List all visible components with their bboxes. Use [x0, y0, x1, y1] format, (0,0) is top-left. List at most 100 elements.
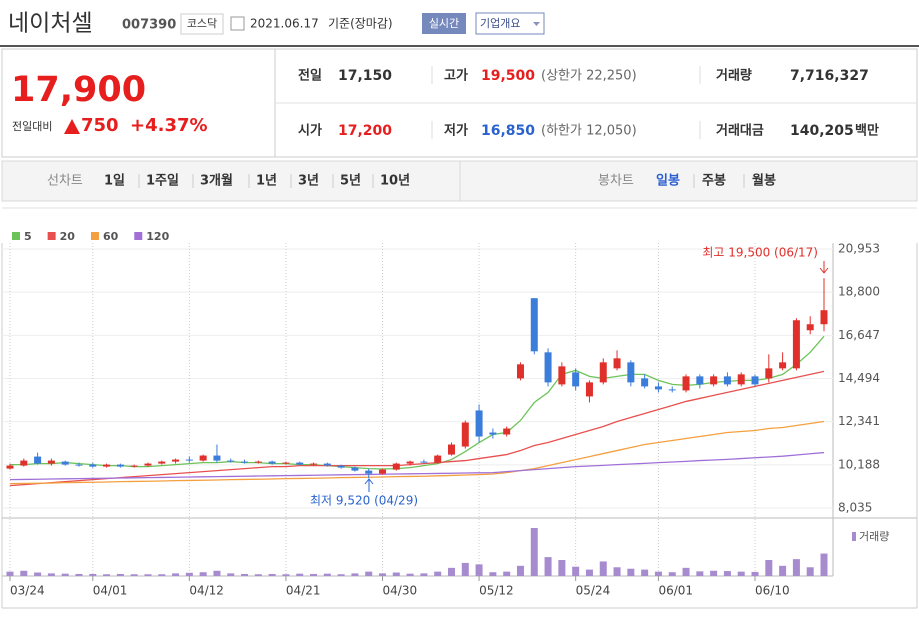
volume-bar — [820, 553, 828, 576]
market-badge — [180, 13, 224, 35]
volume-bar — [765, 560, 773, 576]
change: 750 — [81, 115, 119, 136]
volume-bar — [461, 562, 469, 576]
volume-bar — [213, 570, 221, 576]
volume-bar — [379, 573, 387, 576]
volume-bar — [475, 564, 483, 576]
period-tab[interactable]: 5년 — [340, 174, 361, 189]
candle-body — [613, 358, 621, 369]
candle-body — [34, 456, 42, 464]
stat-note: (하한가 12,050) — [541, 124, 637, 139]
period-tab[interactable]: 1주일 — [146, 174, 179, 189]
candle-body — [779, 362, 787, 369]
volume-bar — [103, 574, 111, 576]
candle-body — [544, 352, 552, 383]
ma-line — [9, 420, 825, 485]
volume-bar — [365, 571, 373, 576]
stat-value: 17,200 — [338, 123, 392, 139]
legend-swatch — [134, 232, 143, 240]
volume-bar — [627, 568, 635, 576]
volume-bar — [682, 567, 690, 576]
y-tick-label: 20,953 — [838, 242, 880, 256]
change-label: 전일대비 — [12, 119, 52, 133]
volume-bar — [613, 567, 621, 576]
volume-bar — [20, 570, 28, 576]
candle-body — [351, 467, 359, 471]
period-tab[interactable]: 3년 — [298, 174, 319, 189]
candle-body — [599, 362, 607, 383]
period-tab[interactable]: 3개월 — [200, 173, 233, 189]
volume-bar — [516, 565, 524, 576]
stat-label: 거래대금 — [716, 124, 764, 139]
price: 17,900 — [11, 70, 146, 110]
candle-body — [489, 432, 497, 435]
candle-body — [503, 428, 511, 435]
y-tick-label: 18,800 — [838, 285, 880, 299]
candle-body — [47, 460, 55, 464]
overview-button[interactable] — [475, 12, 545, 35]
x-tick-label: 03/24 — [10, 584, 45, 598]
candle-body — [461, 422, 469, 447]
candle-tab[interactable]: 주봉 — [702, 174, 726, 189]
candle-body — [296, 462, 304, 465]
period-tab[interactable]: 10년 — [380, 174, 410, 189]
volume-bar — [323, 573, 331, 576]
dropdown-arrow — [533, 22, 540, 26]
volume-bar — [227, 573, 235, 576]
y-tick-label: 16,647 — [838, 328, 880, 342]
volume-bar — [710, 570, 718, 576]
stat-note: (상한가 22,250) — [541, 69, 637, 84]
up-triangle — [64, 119, 80, 134]
volume-bar — [310, 573, 318, 576]
volume-bar — [6, 571, 14, 576]
candle-body — [241, 461, 249, 463]
x-tick-label: 04/21 — [286, 584, 321, 598]
candle-body — [268, 461, 276, 464]
candle-body — [158, 461, 166, 464]
candle-body — [6, 465, 14, 469]
volume-bar — [47, 573, 55, 576]
basis: 기준(장마감) — [328, 17, 393, 31]
volume-bar — [641, 569, 649, 576]
candle-body — [392, 463, 400, 470]
tab-group-label: 봉차트 — [598, 174, 634, 189]
volume-bar — [585, 569, 593, 576]
candle-body — [310, 463, 318, 465]
ma-line — [9, 451, 825, 481]
volume-bar — [737, 571, 745, 576]
volume-bar — [172, 573, 180, 576]
stat-label: 고가 — [444, 69, 468, 84]
market: 코스닥 — [187, 17, 217, 30]
volume-bar — [337, 574, 345, 576]
volume-bar — [779, 565, 787, 576]
stat-value: 7,716,327 — [790, 68, 869, 84]
realtime[interactable]: 실시간 — [429, 17, 459, 30]
volume-bar — [696, 571, 704, 576]
volume-bar — [158, 574, 166, 576]
volume-bar — [268, 573, 276, 576]
stat-unit: 백만 — [855, 123, 879, 139]
candle-body — [420, 461, 428, 463]
candle-body — [710, 376, 718, 385]
period-tab[interactable]: 1년 — [256, 174, 277, 189]
period-tab[interactable]: 1일 — [104, 174, 125, 189]
realtime-button[interactable] — [422, 13, 466, 34]
volume-bar — [792, 559, 800, 576]
stat-value: 17,150 — [338, 68, 392, 84]
volume-bar — [89, 573, 97, 576]
candle-body — [627, 362, 635, 383]
overview[interactable]: 기업개요 — [480, 17, 520, 30]
candle-body — [682, 376, 690, 391]
candle-body — [20, 460, 28, 466]
tab-group-label: 선차트 — [47, 174, 83, 189]
candle-body — [806, 324, 814, 331]
candle-tab[interactable]: 월봉 — [752, 173, 776, 189]
volume-label: 거래량 — [859, 530, 889, 543]
candle-tab[interactable]: 일봉 — [656, 174, 680, 189]
volume-bar — [599, 561, 607, 576]
candle-body — [61, 461, 69, 465]
x-tick-label: 05/12 — [479, 584, 514, 598]
stat-label: 저가 — [444, 124, 468, 139]
x-tick-label: 04/30 — [383, 584, 418, 598]
